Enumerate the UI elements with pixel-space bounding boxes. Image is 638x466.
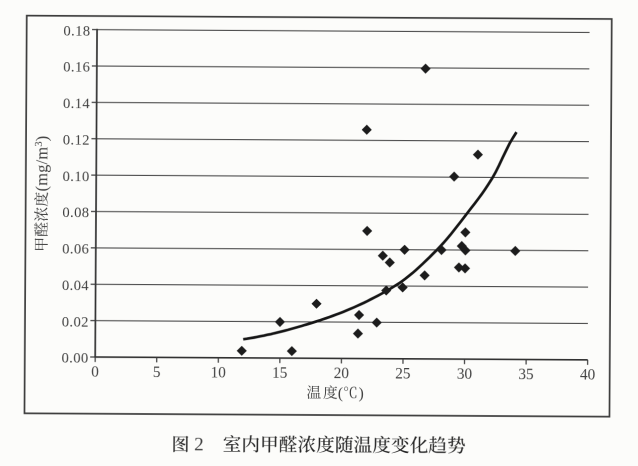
svg-text:0.12: 0.12 (63, 132, 90, 148)
svg-text:(: ( (338, 385, 343, 402)
svg-text:30: 30 (457, 366, 473, 383)
svg-text:40: 40 (580, 367, 596, 384)
svg-text:35: 35 (518, 366, 534, 383)
svg-text:0.00: 0.00 (61, 351, 88, 367)
svg-text:(mg/m3): (mg/m3) (32, 136, 51, 192)
svg-text:2: 2 (194, 434, 204, 455)
svg-text:0: 0 (91, 364, 99, 381)
svg-text:0.04: 0.04 (62, 278, 90, 294)
svg-text:0.14: 0.14 (63, 96, 91, 112)
svg-text:20: 20 (334, 365, 350, 382)
svg-text:25: 25 (395, 365, 411, 382)
svg-text:0.16: 0.16 (63, 60, 90, 76)
svg-text:0.08: 0.08 (62, 205, 89, 221)
svg-text:15: 15 (272, 365, 288, 382)
svg-text:): ) (359, 385, 364, 402)
svg-text:5: 5 (153, 364, 161, 381)
svg-text:0.10: 0.10 (63, 169, 90, 185)
svg-text:0.02: 0.02 (62, 314, 89, 330)
svg-text:0.18: 0.18 (63, 23, 90, 39)
svg-text:10: 10 (211, 364, 227, 381)
svg-text:0.06: 0.06 (62, 242, 89, 258)
